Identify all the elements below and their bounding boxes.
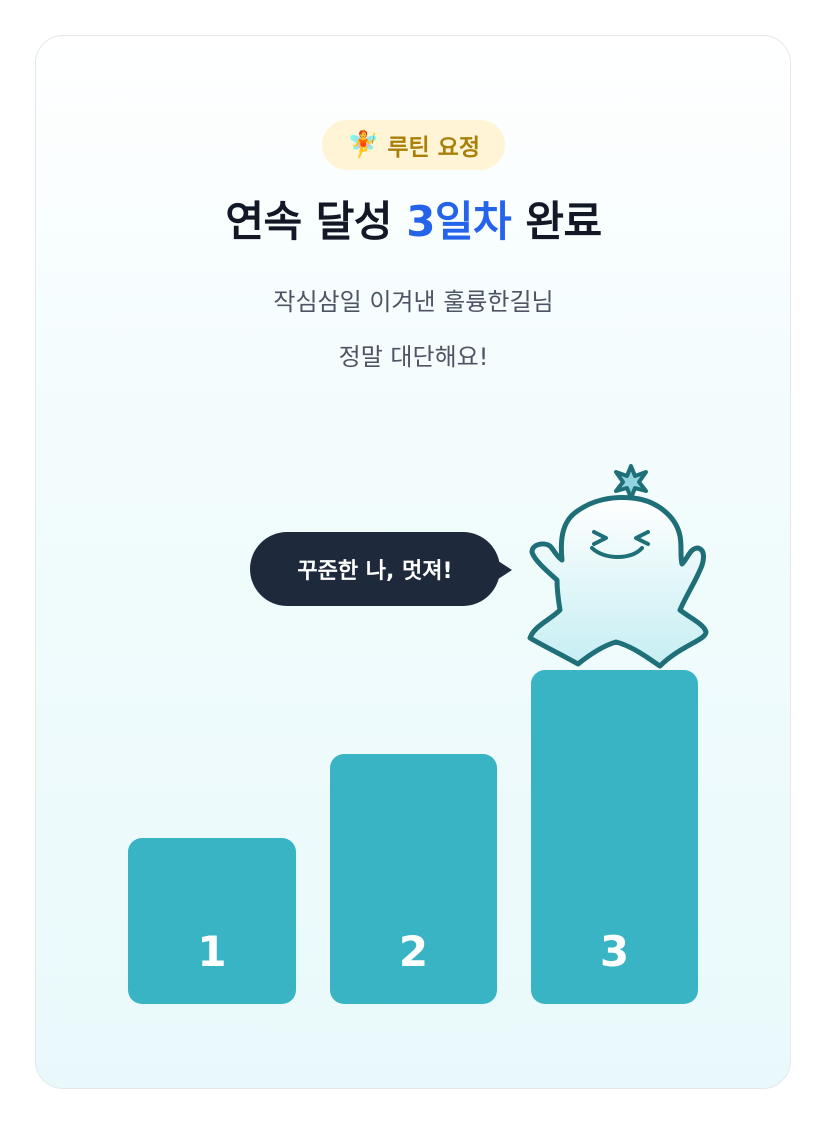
fairy-icon: 🧚 [346,130,380,160]
badge-label: 루틴 요정 [387,135,481,161]
title-highlight: 3일차 [406,197,512,246]
podium-bar-1: 1 [128,838,296,1004]
podium-bar-3: 3 [531,670,698,1004]
ghost-mascot-icon [527,464,709,669]
title-suffix: 완료 [511,197,602,246]
title-prefix: 연속 달성 [225,197,407,246]
page-title: 연속 달성 3일차 완료 [0,188,827,249]
podium-bar-2: 2 [330,754,497,1004]
speech-bubble: 꾸준한 나, 멋져! [250,532,500,606]
subtitle-line-1: 작심삼일 이겨낸 훌륭한길님 [273,288,554,316]
routine-fairy-badge: 🧚 루틴 요정 [322,120,505,170]
speech-bubble-tail [492,557,512,583]
subtitle-line-2: 정말 대단해요! [338,343,489,371]
